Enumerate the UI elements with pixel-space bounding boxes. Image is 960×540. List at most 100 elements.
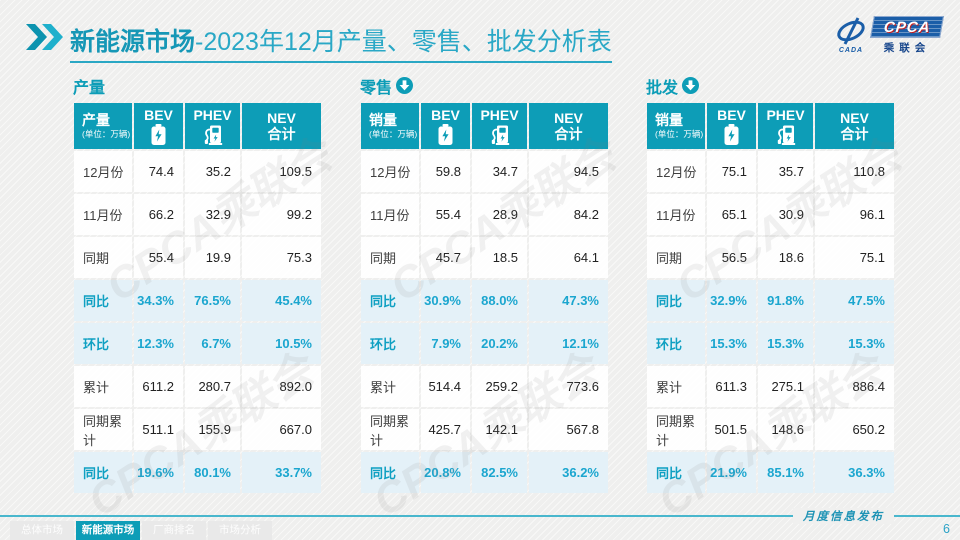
cell-value: 15.3% [707, 323, 756, 364]
cell-value: 280.7 [185, 366, 240, 407]
table-section-1: 产量 产量 (单位：万辆) BEV PHEV NEV 合计 12月份 74.4 35.2 109.5… [72, 76, 323, 495]
footer-tab-2[interactable]: 新能源市场 [76, 521, 140, 540]
column-header-phev: PHEV [185, 103, 240, 149]
table-row: 11月份 65.1 30.9 96.1 [647, 194, 894, 235]
cada-label: CADA [838, 47, 864, 54]
cell-value: 74.4 [134, 151, 183, 192]
column-sublabel: 合计 [840, 126, 869, 142]
row-label: 同期 [74, 237, 132, 278]
row-label: 同比 [361, 452, 419, 493]
cell-value: 275.1 [758, 366, 813, 407]
cell-value: 32.9% [707, 280, 756, 321]
cell-value: 511.1 [134, 409, 183, 450]
down-arrow-icon [396, 77, 414, 94]
row-label: 同期累计 [361, 409, 419, 450]
table-row: 同比 20.8% 82.5% 36.2% [361, 452, 608, 493]
cell-value: 892.0 [242, 366, 321, 407]
column-label: PHEV [480, 106, 519, 123]
cell-value: 47.3% [529, 280, 608, 321]
battery-icon [134, 124, 183, 146]
cpca-acronym: CPCA [870, 16, 944, 38]
footer-tab-1[interactable]: 总体市场 [10, 521, 74, 540]
cell-value: 94.5 [529, 151, 608, 192]
cell-value: 64.1 [529, 237, 608, 278]
row-label: 累计 [361, 366, 419, 407]
column-header-bev: BEV [134, 103, 183, 149]
cell-value: 886.4 [815, 366, 894, 407]
table-row: 12月份 74.4 35.2 109.5 [74, 151, 321, 192]
table-row: 12月份 59.8 34.7 94.5 [361, 151, 608, 192]
cell-value: 650.2 [815, 409, 894, 450]
row-label: 同比 [74, 452, 132, 493]
row-label: 11月份 [361, 194, 419, 235]
data-table: 销量 (单位：万辆) BEV PHEV NEV 合计 12月份 59.8 34.7 94.5 11月… [359, 101, 610, 495]
footer-nav-tabs: 总体市场 新能源市场 厂商排名 市场分析 [10, 521, 272, 540]
row-label: 环比 [361, 323, 419, 364]
cell-value: 148.6 [758, 409, 813, 450]
cell-value: 21.9% [707, 452, 756, 493]
corner-label: 销量 [369, 111, 397, 128]
cell-value: 30.9 [758, 194, 813, 235]
section-title-text: 批发 [646, 79, 679, 97]
row-label: 同比 [647, 452, 705, 493]
cell-value: 567.8 [529, 409, 608, 450]
cell-value: 425.7 [421, 409, 470, 450]
cell-value: 20.2% [472, 323, 527, 364]
cell-value: 19.6% [134, 452, 183, 493]
cell-value: 34.3% [134, 280, 183, 321]
cell-value: 66.2 [134, 194, 183, 235]
tables-area: 产量 产量 (单位：万辆) BEV PHEV NEV 合计 12月份 74.4 35.2 109.5… [72, 76, 896, 495]
cell-value: 155.9 [185, 409, 240, 450]
table-row: 环比 15.3% 15.3% 15.3% [647, 323, 894, 364]
cell-value: 36.3% [815, 452, 894, 493]
cell-value: 501.5 [707, 409, 756, 450]
cell-value: 611.2 [134, 366, 183, 407]
column-label: BEV [431, 106, 460, 123]
table-section-2: 零售 销量 (单位：万辆) BEV PHEV NEV 合计 12月份 59.8 34.7 94.5 1… [359, 76, 610, 495]
battery-icon [421, 124, 470, 146]
row-label: 12月份 [74, 151, 132, 192]
column-label: NEV [267, 109, 296, 126]
down-arrow-icon [682, 77, 700, 94]
slide-header: 新能源市场-2023年12月产量、零售、批发分析表 CADA CPCA 乘联会 [0, 0, 960, 66]
table-row: 同期累计 511.1 155.9 667.0 [74, 409, 321, 450]
cell-value: 82.5% [472, 452, 527, 493]
footer-tab-4[interactable]: 市场分析 [208, 521, 272, 540]
cell-value: 28.9 [472, 194, 527, 235]
row-label: 环比 [74, 323, 132, 364]
corner-label: 销量 [655, 111, 683, 128]
row-label: 累计 [647, 366, 705, 407]
cell-value: 35.2 [185, 151, 240, 192]
cell-value: 611.3 [707, 366, 756, 407]
cell-value: 45.7 [421, 237, 470, 278]
page-title-rest: -2023年12月产量、零售、批发分析表 [195, 28, 612, 56]
cpca-chinese-name: 乘联会 [883, 42, 931, 54]
table-row: 同期 45.7 18.5 64.1 [361, 237, 608, 278]
cell-value: 35.7 [758, 151, 813, 192]
table-row: 同期 55.4 19.9 75.3 [74, 237, 321, 278]
cpca-logo: CADA CPCA 乘联会 [834, 16, 944, 55]
cell-value: 75.1 [707, 151, 756, 192]
cell-value: 59.8 [421, 151, 470, 192]
column-header-phev: PHEV [472, 103, 527, 149]
table-row: 同比 21.9% 85.1% 36.3% [647, 452, 894, 493]
double-chevron-icon [26, 24, 64, 55]
footer-note-text: 月度信息发布 [803, 511, 884, 523]
table-corner-header: 销量 (单位：万辆) [647, 103, 705, 149]
column-label: PHEV [766, 106, 805, 123]
unit-label: (单位：万辆) [82, 129, 131, 140]
column-label: BEV [144, 106, 173, 123]
corner-label: 产量 [82, 111, 110, 128]
cell-value: 7.9% [421, 323, 470, 364]
footer-tab-3[interactable]: 厂商排名 [142, 521, 206, 540]
cell-value: 56.5 [707, 237, 756, 278]
column-header-nev: NEV 合计 [529, 103, 608, 149]
cell-value: 96.1 [815, 194, 894, 235]
column-header-nev: NEV 合计 [815, 103, 894, 149]
table-row: 11月份 66.2 32.9 99.2 [74, 194, 321, 235]
cell-value: 99.2 [242, 194, 321, 235]
row-label: 同比 [361, 280, 419, 321]
cell-value: 18.6 [758, 237, 813, 278]
column-label: NEV [554, 109, 583, 126]
table-row: 同比 30.9% 88.0% 47.3% [361, 280, 608, 321]
